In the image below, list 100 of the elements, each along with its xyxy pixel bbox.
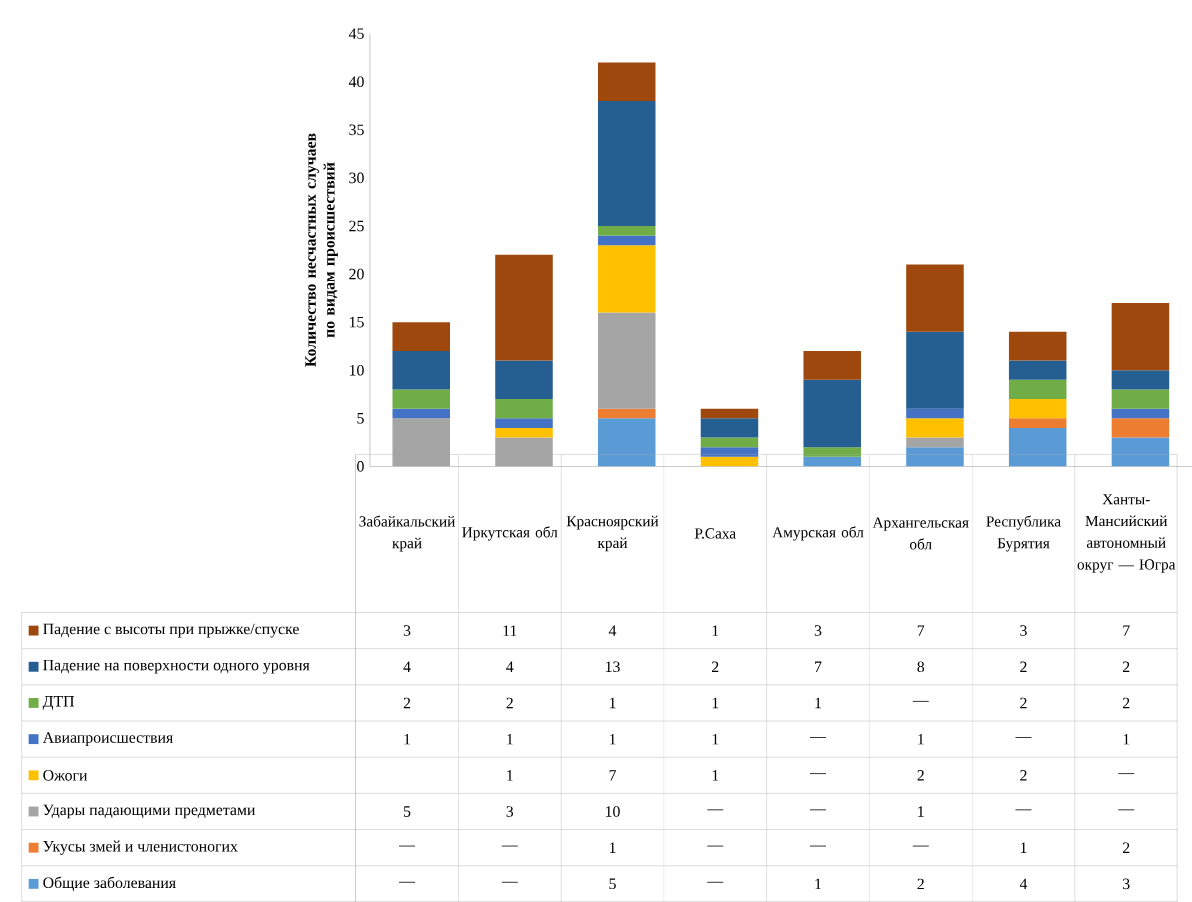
- text: —: [399, 881, 416, 883]
- x-tick-label: Ханты-Мансийский автономный округ — Югра: [1077, 494, 1176, 573]
- data-label: 2: [712, 661, 719, 672]
- bar: [700, 447, 759, 457]
- text: —: [1015, 809, 1032, 811]
- y-tick-label: 40: [348, 76, 364, 87]
- data-label: 1: [712, 770, 719, 781]
- bar: [1008, 427, 1067, 467]
- bar: [1008, 418, 1067, 428]
- data-label: 2: [1020, 770, 1027, 781]
- data-label: 4: [608, 625, 617, 636]
- y-tick-label: 25: [349, 220, 364, 232]
- y-axis-title: Количество несчастных случаев по видам происшествий: [305, 133, 338, 367]
- data-label: 1: [712, 625, 719, 636]
- bar: [1111, 418, 1170, 438]
- bar: [597, 418, 656, 467]
- data-label: 3: [403, 625, 411, 636]
- data-label: 4: [403, 661, 411, 672]
- data-label: 1: [712, 733, 719, 745]
- bar: [803, 447, 861, 457]
- bar: [1008, 379, 1067, 399]
- data-label: 3: [1123, 878, 1130, 890]
- bar: [1111, 389, 1170, 409]
- data-label: 5: [403, 806, 411, 817]
- bar: [495, 360, 553, 399]
- bar: [906, 264, 964, 332]
- text: —: [912, 845, 929, 847]
- bar: [1008, 331, 1067, 361]
- data-label: 1: [918, 806, 924, 817]
- bar: [906, 331, 964, 409]
- data-label: 4: [506, 661, 514, 672]
- x-tick-label: Забайкальский край: [359, 515, 455, 552]
- bar: [597, 408, 656, 419]
- x-tick-label: Амурская обл: [772, 526, 864, 541]
- bar: [803, 350, 861, 380]
- y-tick-label: 35: [349, 124, 364, 136]
- bar: [495, 427, 553, 438]
- text: —: [1118, 773, 1135, 774]
- legend-label: Авиапроисшествия: [42, 732, 173, 746]
- bar: [597, 100, 656, 226]
- text: —: [1015, 737, 1032, 738]
- x-tick-label: Иркутская обл: [462, 526, 558, 541]
- data-label: 3: [1020, 625, 1027, 636]
- bar: [597, 235, 656, 246]
- data-label: 1: [507, 733, 513, 745]
- bar: [803, 456, 861, 467]
- bar: [597, 312, 656, 409]
- bar: [597, 225, 656, 236]
- data-label: 1: [918, 733, 924, 745]
- data-label: 1: [609, 733, 616, 745]
- data-label: 8: [917, 661, 925, 673]
- bar: [700, 456, 759, 467]
- bar: [700, 437, 759, 448]
- bar: [1008, 398, 1067, 419]
- y-tick-label: 20: [349, 268, 364, 280]
- bar: [700, 418, 759, 438]
- bar: [495, 418, 553, 428]
- bar: [906, 447, 964, 467]
- text: —: [1118, 809, 1135, 811]
- y-tick-label: 30: [349, 172, 364, 184]
- data-label: 1: [815, 697, 821, 709]
- bar: [1111, 437, 1170, 467]
- data-label: 1: [609, 842, 616, 853]
- data-label: 1: [1123, 733, 1130, 745]
- data-label: 11: [503, 625, 517, 636]
- bar: [392, 389, 451, 409]
- data-label: 2: [1122, 661, 1130, 672]
- data-label: 1: [1020, 842, 1027, 853]
- data-label: 7: [917, 625, 925, 636]
- x-tick-label: Архангельская обл: [872, 517, 969, 550]
- data-label: 1: [712, 697, 719, 709]
- data-label: 7: [815, 661, 822, 672]
- data-label: 3: [506, 806, 514, 817]
- data-label: 7: [609, 770, 617, 781]
- data-label: 2: [1122, 697, 1130, 709]
- data-label: 2: [1020, 661, 1027, 672]
- x-tick-label: Р.Саха: [694, 528, 736, 539]
- bar: [392, 350, 451, 390]
- bar: [906, 418, 964, 438]
- y-tick-label: 10: [350, 364, 364, 376]
- bar: [906, 408, 964, 419]
- bar: [392, 408, 451, 419]
- bar: [597, 245, 656, 313]
- bar: [1111, 302, 1170, 371]
- data-label: 1: [404, 733, 411, 745]
- bar: [1111, 370, 1170, 390]
- bar: [495, 398, 553, 419]
- legend-label: Общие заболевания: [43, 876, 176, 892]
- text: —: [707, 845, 724, 847]
- legend-label: Падение с высоты при прыжке/спуске: [43, 623, 299, 638]
- data-label: 1: [609, 697, 616, 709]
- bar: [495, 254, 553, 361]
- bar: [597, 62, 656, 101]
- y-tick-label: 0: [357, 460, 364, 472]
- data-label: 13: [606, 661, 620, 673]
- data-label: 2: [917, 770, 924, 781]
- legend-label: ДТП: [42, 696, 75, 710]
- data-label: 2: [506, 697, 513, 709]
- data-label: 2: [1122, 842, 1130, 853]
- bar: [906, 437, 964, 448]
